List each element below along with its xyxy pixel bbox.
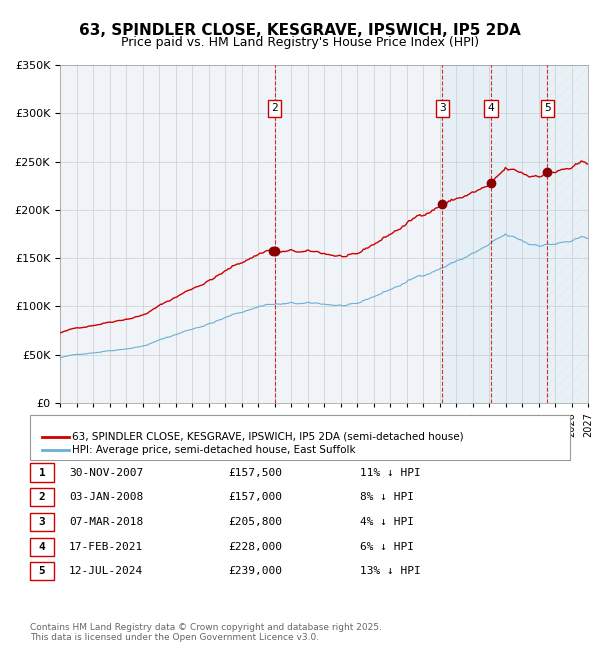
Text: £157,500: £157,500 (228, 467, 282, 478)
Text: 17-FEB-2021: 17-FEB-2021 (69, 541, 143, 552)
Text: Price paid vs. HM Land Registry's House Price Index (HPI): Price paid vs. HM Land Registry's House … (121, 36, 479, 49)
Text: 2: 2 (38, 492, 46, 502)
Text: 11% ↓ HPI: 11% ↓ HPI (360, 467, 421, 478)
Text: 5: 5 (544, 103, 551, 114)
Bar (547, 65, 588, 403)
Text: 63, SPINDLER CLOSE, KESGRAVE, IPSWICH, IP5 2DA: 63, SPINDLER CLOSE, KESGRAVE, IPSWICH, I… (79, 23, 521, 38)
Text: £228,000: £228,000 (228, 541, 282, 552)
Text: 30-NOV-2007: 30-NOV-2007 (69, 467, 143, 478)
Text: Contains HM Land Registry data © Crown copyright and database right 2025.
This d: Contains HM Land Registry data © Crown c… (30, 623, 382, 642)
Text: 6% ↓ HPI: 6% ↓ HPI (360, 541, 414, 552)
Text: 13% ↓ HPI: 13% ↓ HPI (360, 566, 421, 577)
Text: 07-MAR-2018: 07-MAR-2018 (69, 517, 143, 527)
Text: 2: 2 (271, 103, 278, 114)
Text: 03-JAN-2008: 03-JAN-2008 (69, 492, 143, 502)
Text: 3: 3 (439, 103, 446, 114)
Text: £239,000: £239,000 (228, 566, 282, 577)
Text: 4: 4 (488, 103, 494, 114)
Text: 5: 5 (38, 566, 46, 577)
Text: 63, SPINDLER CLOSE, KESGRAVE, IPSWICH, IP5 2DA (semi-detached house): 63, SPINDLER CLOSE, KESGRAVE, IPSWICH, I… (72, 432, 464, 442)
Text: HPI: Average price, semi-detached house, East Suffolk: HPI: Average price, semi-detached house,… (72, 445, 356, 455)
Text: 8% ↓ HPI: 8% ↓ HPI (360, 492, 414, 502)
Text: 4: 4 (38, 541, 46, 552)
Text: £205,800: £205,800 (228, 517, 282, 527)
Text: 3: 3 (38, 517, 46, 527)
Text: 12-JUL-2024: 12-JUL-2024 (69, 566, 143, 577)
Bar (442, 65, 547, 403)
Text: 4% ↓ HPI: 4% ↓ HPI (360, 517, 414, 527)
Text: 1: 1 (38, 467, 46, 478)
Text: £157,000: £157,000 (228, 492, 282, 502)
